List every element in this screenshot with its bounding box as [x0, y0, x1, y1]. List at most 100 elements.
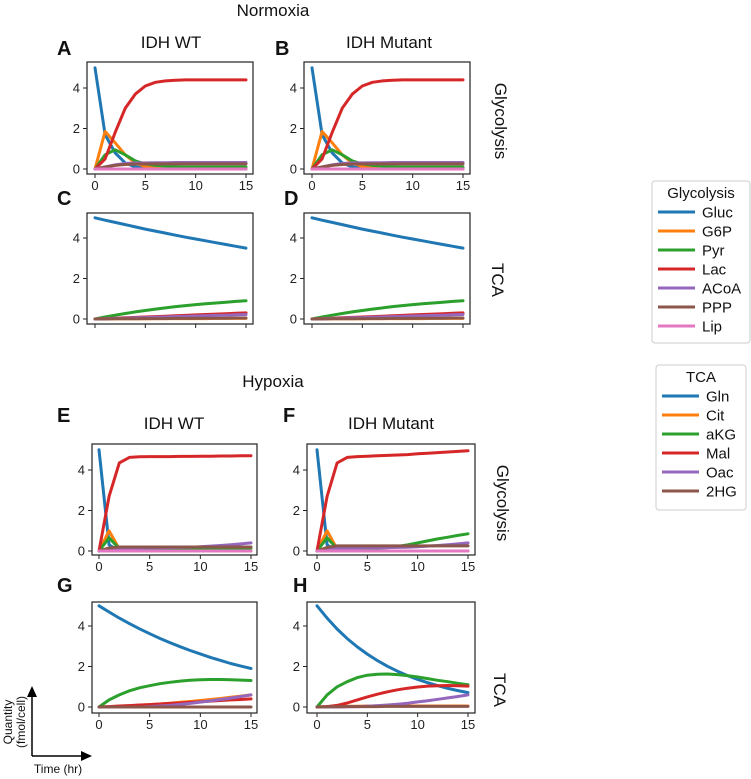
y-tick-label: 4 — [293, 619, 300, 634]
legend-label: Gluc — [702, 205, 733, 222]
legend-label: Lac — [702, 262, 727, 279]
x-tick-label: 0 — [313, 717, 320, 732]
panel-a: A 0 5 10 15 0 2 4 — [57, 38, 254, 193]
panel-letter: A — [57, 38, 71, 60]
legend-label: Cit — [706, 408, 725, 425]
panel-h: H 0 5 10 15 0 2 4 — [293, 575, 476, 732]
panel-letter: H — [293, 575, 307, 597]
plot-frame — [306, 601, 476, 714]
x-tick-label: 10 — [410, 559, 424, 574]
legend-label: aKG — [706, 427, 736, 444]
y-tick-label: 0 — [78, 700, 85, 715]
axis-key-y-arrowhead — [27, 686, 37, 697]
x-tick-label: 10 — [188, 178, 202, 193]
x-tick-label: 15 — [239, 178, 253, 193]
section-title-hypoxia: Hypoxia — [242, 372, 304, 391]
y-tick-label: 4 — [73, 231, 80, 246]
legend-label: G6P — [702, 224, 732, 241]
x-tick-label: 10 — [193, 559, 207, 574]
legend-label: Gln — [706, 389, 729, 406]
y-tick-label: 2 — [73, 271, 80, 286]
series-line-akg — [315, 672, 470, 709]
row-label-tca-hypoxia: TCA — [490, 673, 509, 708]
series-line-lac — [315, 449, 470, 553]
axis-key-y-label-line1: Quantity — [1, 700, 15, 745]
legend-frame — [655, 364, 747, 511]
y-tick-label: 0 — [78, 544, 85, 559]
legend-label: PPP — [702, 300, 732, 317]
plot-frame — [91, 443, 258, 556]
section-title-normoxia: Normoxia — [237, 1, 310, 20]
axis-key-y-label-line2: (fmol/cell) — [14, 696, 28, 748]
y-tick-label: 0 — [73, 312, 80, 327]
y-tick-label: 0 — [290, 162, 297, 177]
y-tick-label: 0 — [293, 544, 300, 559]
legend-glycolysis: Glycolysis Gluc G6P Pyr Lac ACoA PPP Lip — [651, 180, 751, 344]
row-label-glycolysis-normoxia: Glycolysis — [491, 83, 510, 160]
x-tick-label: 15 — [456, 178, 470, 193]
series-line-gluc — [93, 66, 248, 171]
series-line-ppp — [97, 545, 253, 553]
panel-e: E 0 5 10 15 0 2 4 — [57, 405, 258, 574]
y-tick-label: 2 — [293, 659, 300, 674]
series-line-lac — [310, 78, 465, 171]
y-tick-label: 4 — [78, 463, 85, 478]
panel-letter: C — [57, 188, 71, 210]
plot-frame — [306, 443, 476, 556]
x-tick-label: 0 — [91, 178, 98, 193]
x-tick-label: 10 — [410, 717, 424, 732]
axis-key-x-arrowhead — [81, 751, 92, 761]
panel-g: G 0 5 10 15 0 2 4 — [57, 575, 258, 732]
x-tick-label: 10 — [405, 178, 419, 193]
legend-label: Lip — [702, 319, 722, 336]
series-line-pyr — [93, 148, 248, 171]
y-tick-label: 4 — [78, 619, 85, 634]
plot-frame — [303, 212, 471, 325]
x-tick-label: 0 — [313, 559, 320, 574]
series-line-ppp — [315, 544, 470, 553]
legend-tca: TCA Gln Cit aKG Mal Oac 2HG — [655, 364, 747, 511]
series-line-ppp — [310, 162, 465, 171]
y-tick-label: 0 — [290, 312, 297, 327]
legend-label: 2HG — [706, 484, 737, 501]
panel-c: C 0 2 4 — [57, 188, 254, 328]
panel-d: D 0 2 4 — [284, 188, 471, 328]
y-tick-label: 0 — [293, 700, 300, 715]
column-title-mutant-hypoxia: IDH Mutant — [348, 414, 434, 433]
y-tick-label: 2 — [290, 121, 297, 136]
axis-key: Quantity (fmol/cell) Time (hr) — [1, 686, 92, 776]
x-tick-label: 15 — [461, 717, 475, 732]
series-line-pyr — [310, 148, 465, 171]
legend-title: Glycolysis — [667, 185, 735, 202]
legend-label: Mal — [706, 446, 730, 463]
plot-frame — [86, 61, 254, 175]
series-line-gln — [315, 604, 470, 695]
series-line-gln — [97, 604, 253, 670]
y-tick-label: 2 — [78, 503, 85, 518]
x-tick-label: 10 — [193, 717, 207, 732]
y-tick-label: 4 — [290, 81, 297, 96]
series-line-gln — [93, 216, 248, 250]
x-tick-label: 5 — [359, 178, 366, 193]
row-label-glycolysis-hypoxia: Glycolysis — [493, 465, 512, 542]
series-line-lac — [97, 454, 253, 553]
x-tick-label: 0 — [308, 178, 315, 193]
x-tick-label: 15 — [244, 559, 258, 574]
column-title-mutant-normoxia: IDH Mutant — [346, 33, 432, 52]
x-tick-label: 0 — [95, 559, 102, 574]
y-tick-label: 2 — [290, 271, 297, 286]
panel-letter: G — [57, 575, 73, 597]
x-tick-label: 5 — [146, 717, 153, 732]
x-tick-label: 5 — [364, 559, 371, 574]
y-tick-label: 0 — [73, 162, 80, 177]
legend-title: TCA — [686, 369, 716, 386]
legend-frame — [651, 180, 751, 344]
column-title-wt-hypoxia: IDH WT — [144, 414, 204, 433]
series-line-gluc — [97, 448, 253, 553]
legend-label: Pyr — [702, 243, 725, 260]
panel-b: B 0 5 10 15 0 2 4 — [275, 38, 471, 193]
series-line-2hg — [93, 316, 248, 321]
x-tick-label: 5 — [146, 559, 153, 574]
panel-f: F 0 5 10 15 0 2 4 — [283, 405, 476, 574]
series-line-akg — [93, 299, 248, 321]
